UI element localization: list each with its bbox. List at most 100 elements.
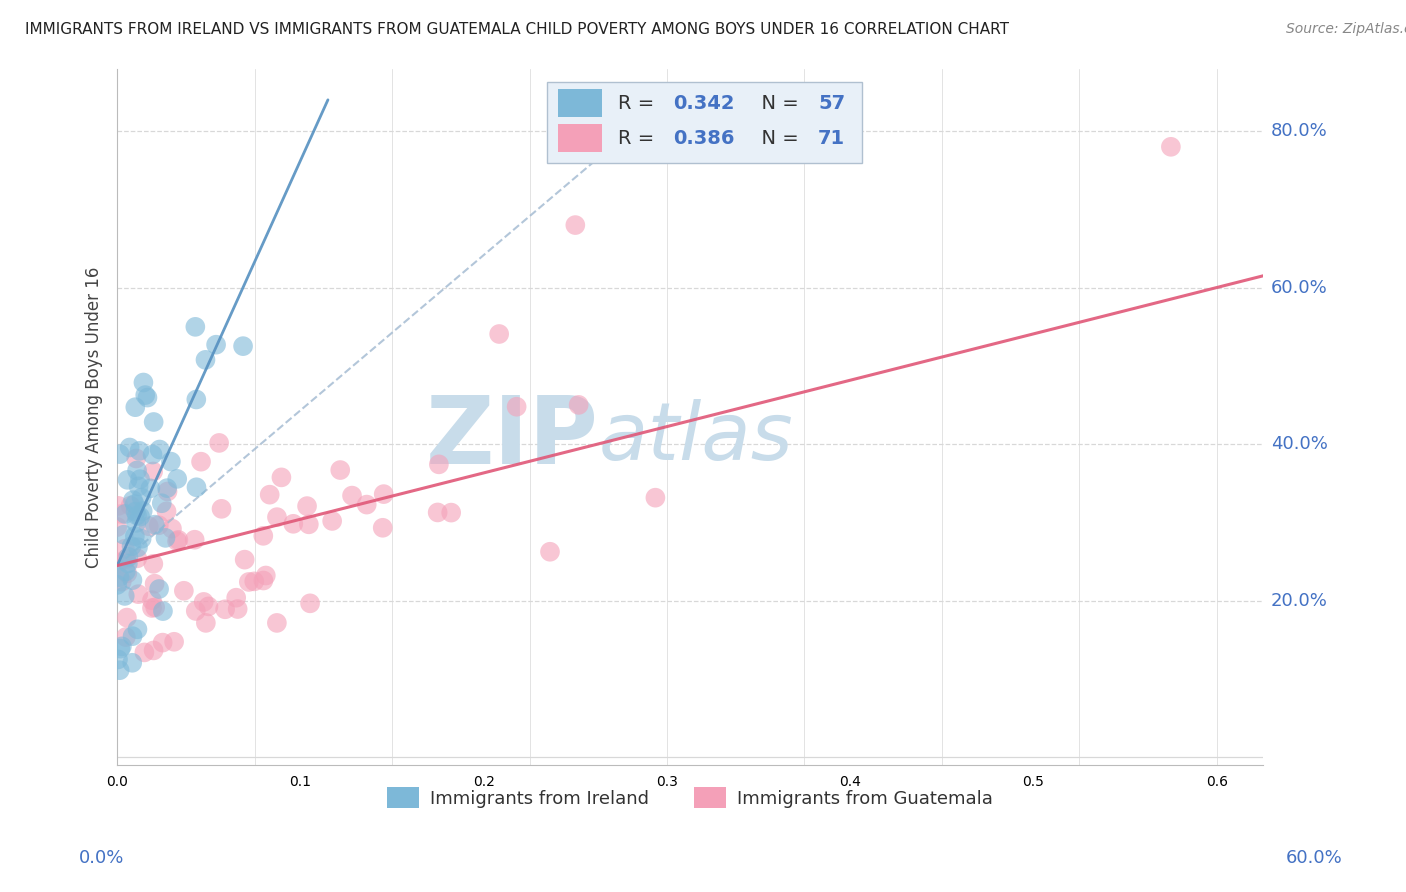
Point: [488, 326, 510, 341]
Point: [117, 473, 139, 487]
Point: [1160, 140, 1182, 154]
Point: [232, 339, 254, 353]
Point: [163, 634, 186, 648]
Point: [373, 487, 395, 501]
Legend: Immigrants from Ireland, Immigrants from Guatemala: Immigrants from Ireland, Immigrants from…: [380, 780, 1001, 815]
Point: [160, 522, 183, 536]
Point: [152, 604, 174, 618]
Point: [125, 516, 148, 530]
Text: 0.342: 0.342: [672, 94, 734, 113]
Point: [644, 491, 666, 505]
Point: [156, 484, 179, 499]
Point: [197, 599, 219, 614]
Point: [128, 443, 150, 458]
Point: [194, 615, 217, 630]
Point: [194, 352, 217, 367]
Point: [356, 498, 378, 512]
Point: [131, 504, 153, 518]
Point: [184, 319, 207, 334]
Point: [111, 640, 134, 654]
Point: [152, 635, 174, 649]
Point: [129, 509, 152, 524]
Point: [121, 539, 143, 553]
Point: [321, 514, 343, 528]
Point: [160, 455, 183, 469]
Text: 60.0%: 60.0%: [1286, 849, 1343, 867]
Point: [143, 517, 166, 532]
Text: Source: ZipAtlas.com: Source: ZipAtlas.com: [1286, 22, 1406, 37]
Point: [283, 516, 305, 531]
Point: [114, 507, 136, 521]
Point: [141, 593, 163, 607]
Text: 0.386: 0.386: [672, 128, 734, 148]
Point: [108, 447, 131, 461]
Point: [129, 472, 152, 486]
Point: [105, 578, 128, 592]
Point: [128, 479, 150, 493]
Point: [124, 505, 146, 519]
Text: 71: 71: [818, 128, 845, 148]
Point: [295, 499, 318, 513]
Point: [111, 574, 134, 589]
Point: [142, 557, 165, 571]
Point: [121, 573, 143, 587]
Point: [155, 504, 177, 518]
Point: [299, 596, 322, 610]
Text: 80.0%: 80.0%: [1271, 122, 1327, 140]
Point: [329, 463, 352, 477]
Point: [141, 448, 163, 462]
Point: [115, 552, 138, 566]
Point: [252, 529, 274, 543]
Point: [108, 570, 131, 584]
Point: [148, 582, 170, 596]
Point: [125, 463, 148, 477]
Point: [167, 533, 190, 547]
Point: [505, 400, 527, 414]
Text: R =: R =: [617, 128, 661, 148]
Point: [105, 520, 128, 534]
Point: [193, 595, 215, 609]
Text: 60.0%: 60.0%: [1271, 278, 1327, 297]
Point: [142, 415, 165, 429]
FancyBboxPatch shape: [558, 124, 602, 153]
Point: [141, 601, 163, 615]
Text: 40.0%: 40.0%: [1271, 435, 1327, 453]
Point: [122, 493, 145, 508]
Point: [149, 442, 172, 457]
Point: [142, 465, 165, 479]
Point: [120, 499, 142, 513]
Point: [117, 557, 139, 571]
Point: [190, 455, 212, 469]
Point: [110, 641, 132, 656]
Point: [127, 551, 149, 566]
Point: [156, 481, 179, 495]
Point: [564, 218, 586, 232]
Point: [155, 531, 177, 545]
Point: [131, 491, 153, 505]
Point: [124, 497, 146, 511]
Point: [108, 663, 131, 677]
Point: [124, 529, 146, 543]
Point: [266, 615, 288, 630]
Point: [117, 566, 139, 581]
Point: [138, 519, 160, 533]
Point: [142, 643, 165, 657]
Point: [134, 388, 156, 402]
Point: [266, 510, 288, 524]
Point: [127, 587, 149, 601]
Point: [134, 645, 156, 659]
Text: ZIP: ZIP: [426, 392, 598, 483]
Point: [270, 470, 292, 484]
Point: [183, 533, 205, 547]
Point: [254, 568, 277, 582]
Point: [117, 549, 139, 564]
Point: [107, 652, 129, 666]
Point: [125, 508, 148, 523]
FancyBboxPatch shape: [547, 82, 862, 162]
Point: [173, 583, 195, 598]
Point: [298, 517, 321, 532]
Point: [252, 574, 274, 588]
Point: [208, 436, 231, 450]
Point: [186, 480, 208, 494]
Text: IMMIGRANTS FROM IRELAND VS IMMIGRANTS FROM GUATEMALA CHILD POVERTY AMONG BOYS UN: IMMIGRANTS FROM IRELAND VS IMMIGRANTS FR…: [25, 22, 1010, 37]
